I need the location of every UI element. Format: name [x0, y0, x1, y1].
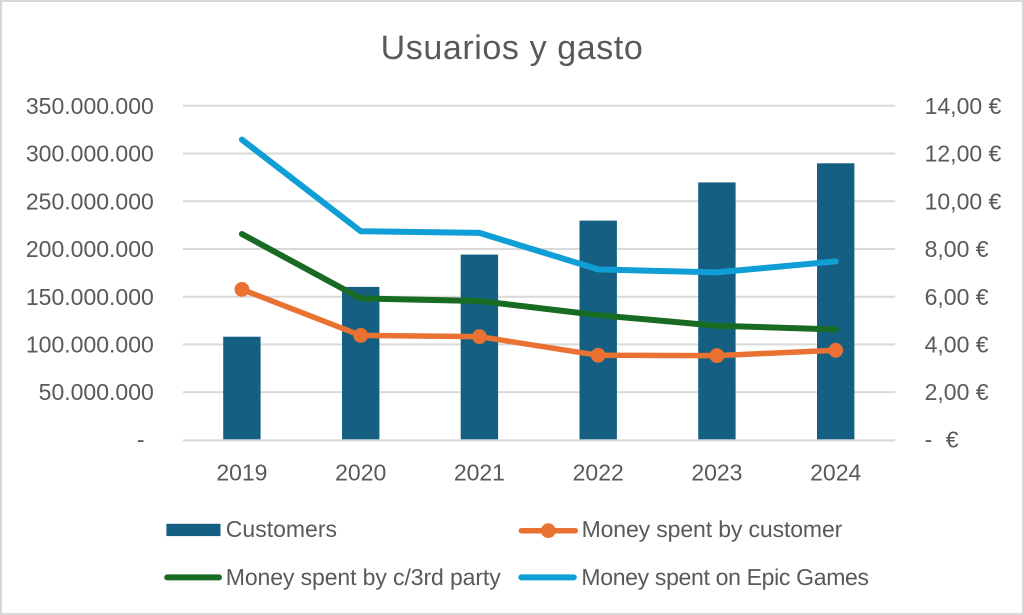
- svg-text:12,00 €: 12,00 €: [925, 141, 1002, 167]
- svg-text:Usuarios y gasto: Usuarios y gasto: [381, 29, 644, 67]
- svg-text:-: -: [137, 426, 145, 452]
- svg-text:Money spent on Epic Games: Money spent on Epic Games: [581, 564, 868, 590]
- svg-text:10,00 €: 10,00 €: [925, 188, 1002, 214]
- svg-text:100.000.000: 100.000.000: [26, 332, 154, 358]
- svg-text:2022: 2022: [573, 460, 624, 486]
- svg-text:350.000.000: 350.000.000: [26, 93, 154, 119]
- svg-text:Money spent by customer: Money spent by customer: [582, 516, 843, 542]
- svg-text:300.000.000: 300.000.000: [26, 141, 154, 167]
- svg-text:2023: 2023: [691, 460, 742, 486]
- svg-text:6,00 €: 6,00 €: [925, 284, 989, 310]
- svg-text:2019: 2019: [216, 460, 267, 486]
- svg-text:200.000.000: 200.000.000: [26, 236, 154, 262]
- svg-text:4,00 €: 4,00 €: [925, 332, 989, 358]
- svg-text:-: -: [925, 426, 933, 452]
- svg-text:Money spent by c/3rd party: Money spent by c/3rd party: [226, 564, 501, 590]
- svg-text:€: €: [946, 426, 959, 452]
- svg-text:2,00 €: 2,00 €: [925, 379, 989, 405]
- svg-text:2024: 2024: [810, 460, 861, 486]
- svg-text:2021: 2021: [454, 460, 505, 486]
- svg-text:Customers: Customers: [226, 516, 337, 542]
- svg-text:2020: 2020: [335, 460, 386, 486]
- svg-text:14,00 €: 14,00 €: [925, 93, 1002, 119]
- svg-text:250.000.000: 250.000.000: [26, 188, 154, 214]
- svg-text:8,00 €: 8,00 €: [925, 236, 989, 262]
- svg-text:150.000.000: 150.000.000: [26, 284, 154, 310]
- svg-text:50.000.000: 50.000.000: [39, 379, 154, 405]
